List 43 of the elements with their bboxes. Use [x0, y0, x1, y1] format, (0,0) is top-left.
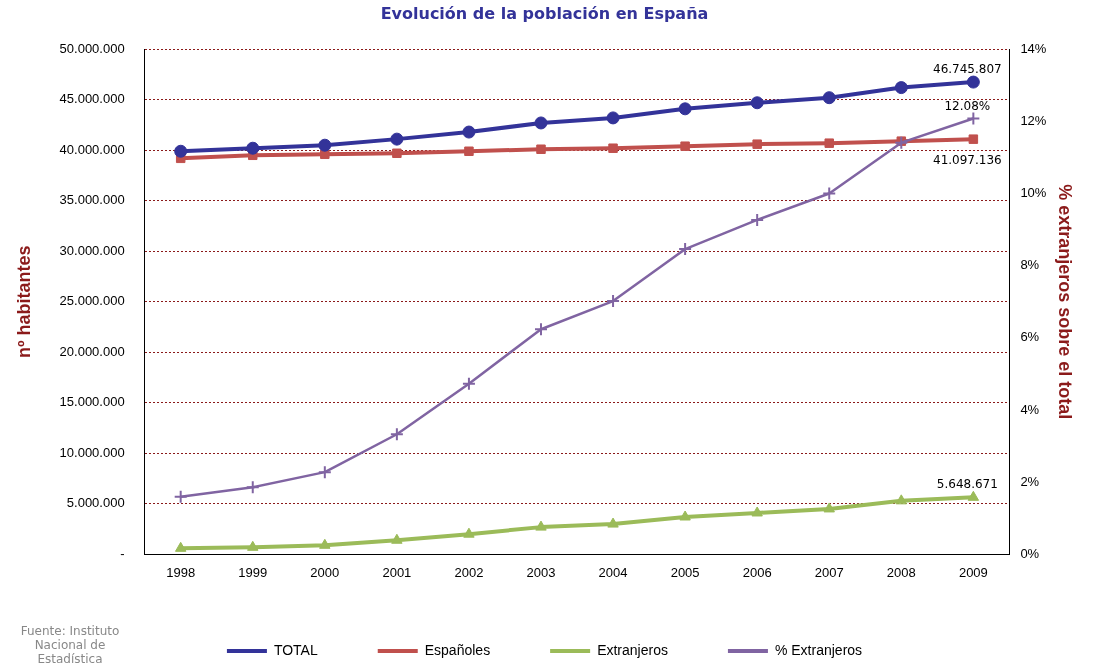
y2-tick-label: 2% [1020, 473, 1040, 489]
x-tick-label: 2002 [454, 564, 484, 580]
x-tick-label: 2000 [310, 564, 340, 580]
y-tick-label: 45.000.000 [59, 91, 125, 107]
y2-axis-title: % extranjeros sobre el total [1055, 184, 1076, 420]
y2-tick-label: 10% [1020, 185, 1047, 201]
legend-label: Españoles [424, 641, 491, 658]
legend-label: Extranjeros [597, 641, 668, 658]
x-tick-label: 2006 [742, 564, 772, 580]
data-label: 5.648.671 [936, 477, 998, 492]
y2-tick-label: 6% [1020, 329, 1040, 345]
data-label: 12.08% [944, 98, 991, 113]
y2-tick-label: 14% [1020, 40, 1047, 56]
x-tick-label: 2008 [886, 564, 916, 580]
legend-label: TOTAL [273, 641, 318, 658]
y-tick-label: 20.000.000 [59, 343, 125, 359]
y2-tick-label: 8% [1020, 257, 1040, 273]
x-tick-label: 1999 [238, 564, 268, 580]
y2-tick-label: 0% [1020, 545, 1040, 561]
x-tick-label: 2001 [382, 564, 412, 580]
x-tick-label: 2009 [958, 564, 988, 580]
y-tick-label: 35.000.000 [59, 192, 125, 208]
data-label: 46.745.807 [932, 62, 1002, 77]
y2-tick-label: 12% [1020, 112, 1047, 128]
y-tick-label: - [120, 545, 125, 561]
y-tick-label: 50.000.000 [59, 40, 125, 56]
x-tick-label: 1998 [166, 564, 196, 580]
legend-label: % Extranjeros [774, 641, 863, 658]
y-tick-label: 25.000.000 [59, 293, 125, 309]
y-tick-label: 5.000.000 [66, 495, 125, 511]
x-tick-label: 2005 [670, 564, 700, 580]
y-tick-label: 10.000.000 [59, 444, 125, 460]
x-tick-label: 2007 [814, 564, 844, 580]
y2-tick-label: 4% [1020, 401, 1040, 417]
y-tick-label: 15.000.000 [59, 394, 125, 410]
x-tick-label: 2003 [526, 564, 556, 580]
x-tick-label: 2004 [598, 564, 628, 580]
y-tick-label: 40.000.000 [59, 141, 125, 157]
source-note: Fuente: Instituto Nacional de Estadística [20, 624, 120, 666]
y-axis-title: nº habitantes [13, 245, 34, 359]
data-label: 41.097.136 [932, 153, 1002, 168]
y-tick-label: 30.000.000 [59, 242, 125, 258]
chart-title: Evolución de la población en España [380, 3, 709, 23]
